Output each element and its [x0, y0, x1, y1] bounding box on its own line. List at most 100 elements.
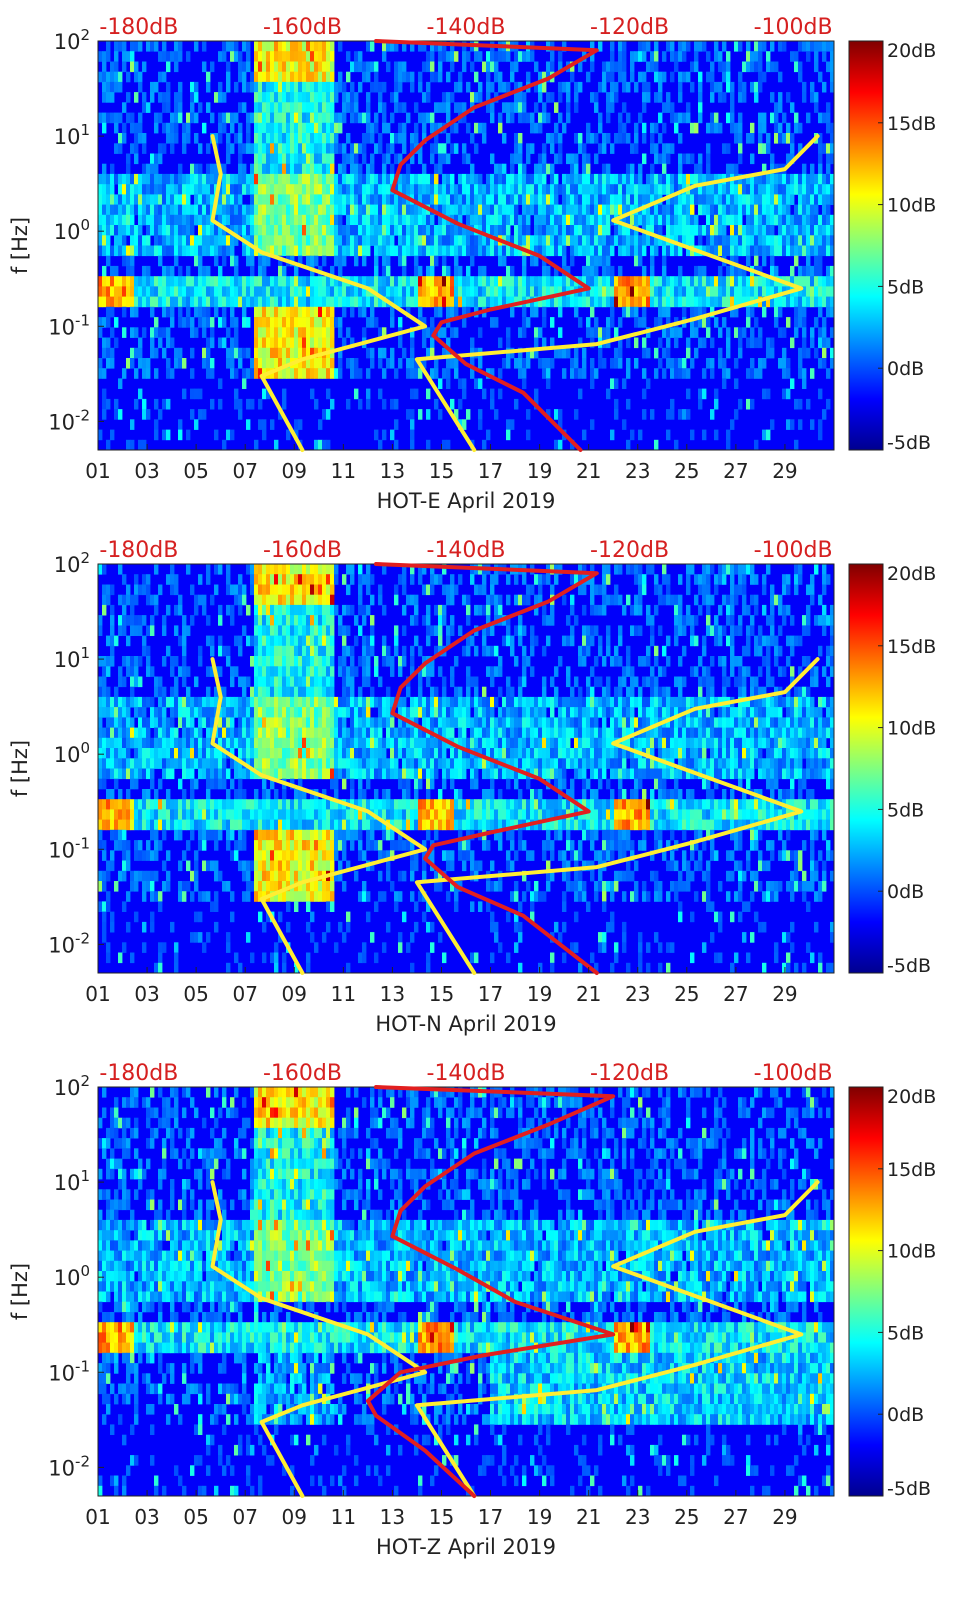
colorbar-tick-label: 10dB	[887, 1241, 936, 1263]
colorbar-tick-label: -5dB	[887, 1478, 931, 1500]
x-tick-label: 15	[429, 1505, 454, 1529]
y-tick-label: 101	[54, 121, 90, 149]
colorbar-tick-label: -5dB	[887, 955, 931, 977]
x-tick-label: 15	[429, 459, 454, 483]
spectrogram-heatmap	[98, 41, 835, 451]
x-axis-label: HOT-E April 2019	[377, 489, 556, 513]
y-tick-label: 101	[54, 644, 90, 672]
top-axis-tick-label: -120dB	[590, 1061, 669, 1086]
x-tick-label: 07	[232, 982, 257, 1006]
x-tick-label: 01	[85, 982, 110, 1006]
x-tick-label: 29	[772, 1505, 797, 1529]
x-tick-label: 09	[282, 1505, 307, 1529]
colorbar-tick-label: 20dB	[887, 1086, 936, 1108]
y-tick-label: 10-2	[48, 406, 90, 434]
x-tick-label: 05	[183, 982, 208, 1006]
colorbar-tick-label: 15dB	[887, 113, 936, 135]
x-tick-label: 07	[232, 1505, 257, 1529]
colorbar-tick-label: 20dB	[887, 563, 936, 585]
x-tick-label: 11	[331, 982, 356, 1006]
plot-frame	[97, 40, 835, 451]
panel-1: -180dB -160dB -140dB -120dB -100dB 102 101 100 1…	[8, 15, 936, 513]
panel-3: -180dB -160dB -140dB -120dB -100dB 102 101 100 1…	[8, 1061, 936, 1559]
x-tick-label: 23	[625, 982, 650, 1006]
y-tick-label: 10-1	[48, 1357, 90, 1385]
x-tick-label: 17	[478, 1505, 503, 1529]
x-tick-label: 27	[723, 1505, 748, 1529]
x-tick-label: 01	[85, 1505, 110, 1529]
x-tick-label: 19	[527, 459, 552, 483]
x-tick-label: 03	[134, 1505, 159, 1529]
x-tick-label: 05	[183, 459, 208, 483]
top-axis-tick-label: -100dB	[754, 1061, 833, 1086]
x-tick-label: 25	[674, 982, 699, 1006]
x-tick-label: 17	[478, 459, 503, 483]
x-tick-label: 21	[576, 459, 601, 483]
x-tick-label: 03	[134, 982, 159, 1006]
x-tick-label: 11	[331, 459, 356, 483]
x-tick-label: 21	[576, 982, 601, 1006]
colorbar-tick-label: 10dB	[887, 718, 936, 740]
median-psd-curve	[365, 1085, 616, 1498]
y-tick-label: 101	[54, 1167, 90, 1195]
colorbar-tick-label: 15dB	[887, 1159, 936, 1181]
top-axis-tick-label: -180dB	[99, 15, 178, 40]
y-axis-label: f [Hz]	[8, 217, 32, 274]
spectrogram-heatmap	[98, 564, 835, 974]
y-tick-label: 102	[54, 1072, 90, 1100]
x-tick-label: 13	[380, 1505, 405, 1529]
colorbar-tick-label: -5dB	[887, 432, 931, 454]
high-noise-model-curve	[414, 657, 820, 975]
colorbar-tick-label: 5dB	[887, 799, 924, 821]
x-tick-label: 23	[625, 1505, 650, 1529]
top-axis-tick-label: -120dB	[590, 538, 669, 563]
low-noise-model-curve	[210, 657, 428, 975]
x-tick-label: 27	[723, 459, 748, 483]
y-axis-label: f [Hz]	[8, 740, 32, 797]
x-tick-label: 25	[674, 1505, 699, 1529]
low-noise-model-curve	[210, 134, 428, 452]
top-axis-tick-label: -140dB	[427, 1061, 506, 1086]
panel-2: -180dB -160dB -140dB -120dB -100dB 102 101 100 1…	[8, 538, 936, 1036]
plot-frame	[97, 1086, 835, 1497]
colorbar-tick-label: 5dB	[887, 1322, 924, 1344]
colorbar: 20dB 15dB 10dB 5dB 0dB -5dB	[848, 1086, 936, 1500]
top-axis-tick-label: -160dB	[263, 15, 342, 40]
top-axis-tick-label: -160dB	[263, 1061, 342, 1086]
median-psd-curve	[374, 39, 599, 452]
y-tick-label: 100	[54, 216, 90, 244]
y-tick-label: 10-2	[48, 929, 90, 957]
colorbar-tick-label: 5dB	[887, 276, 924, 298]
colorbar-tick-label: 10dB	[887, 195, 936, 217]
colorbar-tick-label: 0dB	[887, 1404, 924, 1426]
x-tick-label: 21	[576, 1505, 601, 1529]
x-tick-label: 13	[380, 459, 405, 483]
colorbar-tick-label: 20dB	[887, 40, 936, 62]
x-tick-label: 23	[625, 459, 650, 483]
x-tick-label: 19	[527, 982, 552, 1006]
x-tick-label: 11	[331, 1505, 356, 1529]
colorbar: 20dB 15dB 10dB 5dB 0dB -5dB	[848, 40, 936, 454]
x-tick-label: 05	[183, 1505, 208, 1529]
top-axis-tick-label: -100dB	[754, 538, 833, 563]
x-axis-label: HOT-N April 2019	[375, 1012, 556, 1036]
x-tick-label: 01	[85, 459, 110, 483]
x-tick-label: 27	[723, 982, 748, 1006]
x-tick-label: 17	[478, 982, 503, 1006]
median-psd-curve	[374, 562, 599, 975]
y-tick-label: 100	[54, 739, 90, 767]
y-axis-label: f [Hz]	[8, 1263, 32, 1320]
low-noise-model-curve	[210, 1180, 428, 1498]
x-tick-label: 09	[282, 459, 307, 483]
x-tick-label: 29	[772, 459, 797, 483]
top-axis-tick-label: -120dB	[590, 15, 669, 40]
y-tick-label: 10-1	[48, 834, 90, 862]
top-axis-tick-label: -180dB	[99, 1061, 178, 1086]
x-tick-label: 03	[134, 459, 159, 483]
colorbar-tick-label: 0dB	[887, 881, 924, 903]
x-tick-label: 07	[232, 459, 257, 483]
x-axis-label: HOT-Z April 2019	[376, 1535, 556, 1559]
y-tick-label: 102	[54, 26, 90, 54]
top-axis-tick-label: -100dB	[754, 15, 833, 40]
